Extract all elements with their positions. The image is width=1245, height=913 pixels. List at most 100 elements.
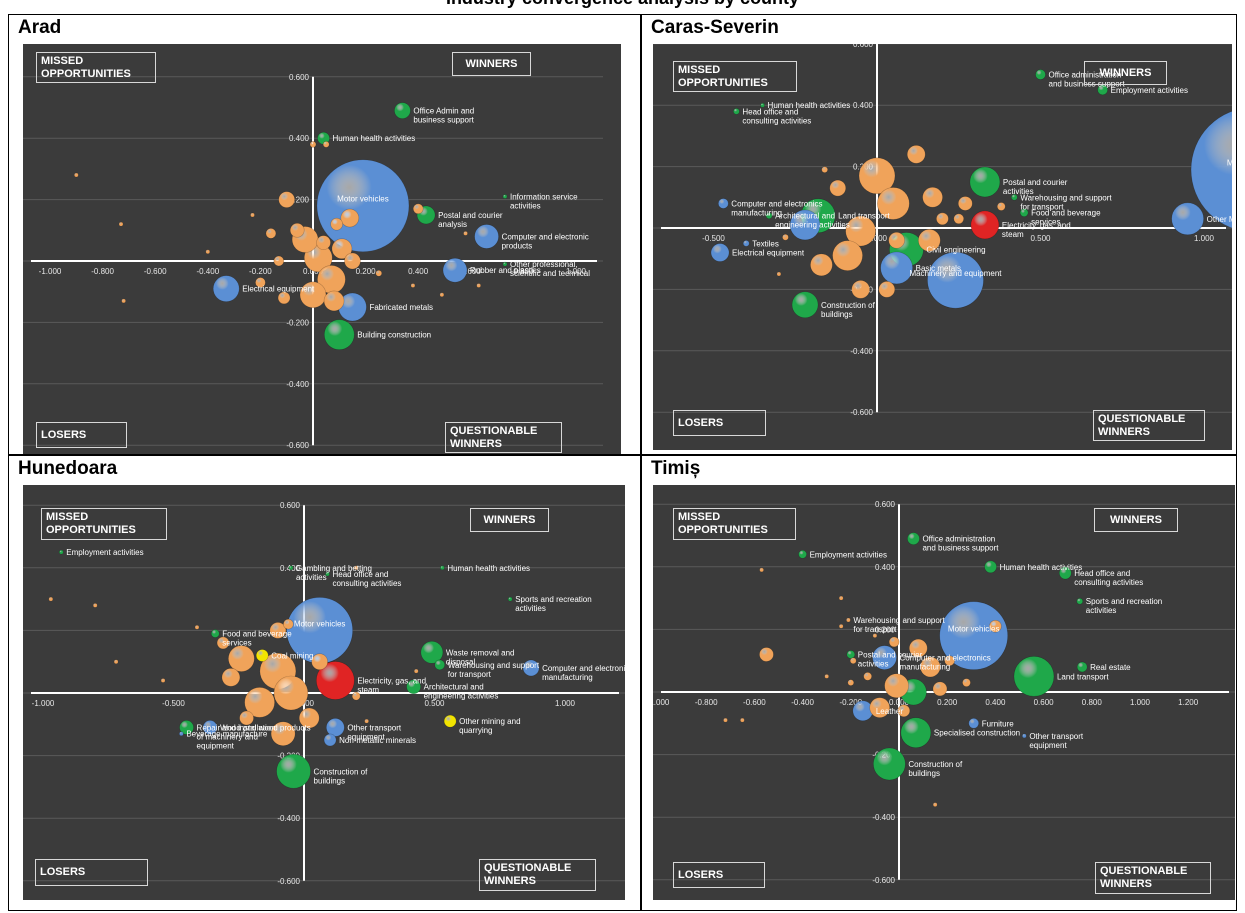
cell-hunedoara: Hunedoara -1.000-0.5000.0000.5001.0000.6… <box>8 455 641 911</box>
bubble-orange <box>283 618 294 630</box>
bubble-orange <box>824 674 829 679</box>
bubble-blue <box>968 718 980 729</box>
data-label: Computer and electronics manufacturing <box>900 654 991 672</box>
bubble-orange <box>269 622 287 639</box>
data-label: Construction of buildings <box>314 767 369 785</box>
bubble-orange <box>838 595 844 601</box>
bubble-orange <box>48 596 54 602</box>
bubble-orange <box>316 235 331 250</box>
data-label: Architectural and engineering activities <box>424 683 499 701</box>
data-label: Head office and consulting activities <box>332 570 401 588</box>
x-tick-label: -0.200 <box>249 267 272 276</box>
bubble-green <box>969 166 1001 198</box>
bubble-green <box>733 108 740 115</box>
bubble-blue <box>522 659 540 677</box>
bubble-green <box>420 641 444 664</box>
x-tick-label: 1.200 <box>1178 698 1199 707</box>
bubble-orange <box>228 645 255 672</box>
bubble-orange <box>309 141 317 148</box>
bubble-red <box>970 210 1000 240</box>
y-tick-label: -0.200 <box>286 318 309 327</box>
bubble-orange <box>962 678 971 687</box>
quadrant-label-questionable: QUESTIONABLE WINNERS <box>479 859 596 891</box>
bubble-orange <box>340 208 360 228</box>
bubble-orange <box>858 157 896 195</box>
bubble-blue <box>202 720 218 735</box>
quadrant-label-missed: MISSED OPPORTUNITIES <box>36 52 156 83</box>
bubble-orange <box>160 678 166 683</box>
bubble-blue <box>742 240 750 247</box>
data-label: Land transport <box>838 212 890 221</box>
bubble-orange <box>375 269 383 277</box>
data-label: Employment activities <box>1111 86 1188 95</box>
bubble-orange <box>944 655 955 666</box>
bubble-orange <box>845 215 876 247</box>
bubble-orange <box>888 231 905 249</box>
bubble-orange <box>782 233 789 241</box>
bubble-orange <box>953 213 965 225</box>
x-tick-label: -0.600 <box>743 698 766 707</box>
bubble-orange <box>270 721 296 746</box>
bubble-blue <box>710 243 730 262</box>
bubble-green <box>276 753 311 789</box>
data-label: Motor vehicles <box>337 195 389 204</box>
x-tick-label: 1.000 <box>555 699 576 708</box>
bubble-green <box>1019 208 1029 217</box>
bubble-orange <box>908 638 928 658</box>
quadrant-label-losers: LOSERS <box>36 422 127 448</box>
bubble-orange <box>121 298 126 304</box>
x-tick-label: 0.400 <box>408 267 429 276</box>
bubble-orange <box>205 249 211 255</box>
x-tick-label: 0.600 <box>461 267 482 276</box>
bubble-blue <box>326 718 345 737</box>
bubble-orange <box>996 202 1006 211</box>
y-tick-label: 0.400 <box>875 563 896 572</box>
x-tick-label: 0.500 <box>424 699 445 708</box>
chart-timis: -1.000 -0.800 -0.600 -0.400 -0.200 0.000 0.200… <box>653 500 1235 885</box>
data-label: Warehousing and support for transport <box>1020 193 1112 211</box>
x-tick-label: -0.500 <box>162 699 185 708</box>
bubble-orange <box>221 668 241 687</box>
data-label: Repair and installation of machinery and e… <box>197 723 276 750</box>
quadrant-label-questionable: QUESTIONABLE WINNERS <box>1095 862 1211 894</box>
data-label: Beverage manufacture <box>186 730 267 739</box>
bubble-orange <box>759 567 764 573</box>
y-tick-label: 0.200 <box>875 625 896 634</box>
bubble-orange <box>239 710 254 726</box>
bubble-orange <box>776 271 782 277</box>
bubble-orange <box>364 718 369 724</box>
bubble-orange <box>351 691 361 701</box>
data-label: Human health activities <box>1000 563 1083 572</box>
bubble-blue <box>852 700 874 722</box>
bubble-orange <box>194 624 200 630</box>
x-tick-label: 0.800 <box>1082 698 1103 707</box>
bubble-orange <box>932 681 948 697</box>
bubble-orange <box>118 221 124 227</box>
bubble-green <box>502 261 508 267</box>
chart-title-caras-severin: Caras-Severin <box>651 17 779 38</box>
chart-caras-severin: -1.000-0.5000.0000.5001.0000.6000.4000.2… <box>653 44 1232 417</box>
x-tick-label: 0.600 <box>1034 698 1055 707</box>
bubble-orange <box>311 653 328 670</box>
data-label: Human health activities <box>333 134 416 143</box>
page-title: Industry convergence analysis by county <box>0 0 1245 14</box>
data-label: Construction of buildings <box>821 301 876 319</box>
data-label: Leather <box>876 707 903 716</box>
data-label: Real estate <box>1090 663 1131 672</box>
data-label: Electrical equipment <box>732 249 805 258</box>
bubble-orange <box>878 281 896 298</box>
data-label: Postal and courier activities <box>1003 178 1068 196</box>
bubble-yellow <box>443 714 457 728</box>
bubble-green <box>873 747 906 781</box>
bubble-orange <box>989 619 1002 633</box>
data-label: Food and beverage services <box>222 630 292 648</box>
bubble-green <box>440 565 445 571</box>
bubble-orange <box>906 145 926 164</box>
x-tick-label: -1.000 <box>32 699 55 708</box>
data-label: Human health activities <box>447 564 530 573</box>
x-tick-label: 1.000 <box>566 267 587 276</box>
bubble-orange <box>888 636 900 648</box>
quadrant-label-missed: MISSED OPPORTUNITIES <box>673 61 797 92</box>
data-label: Non-metallic minerals <box>339 736 416 745</box>
y-tick-label: 0.600 <box>280 501 301 510</box>
